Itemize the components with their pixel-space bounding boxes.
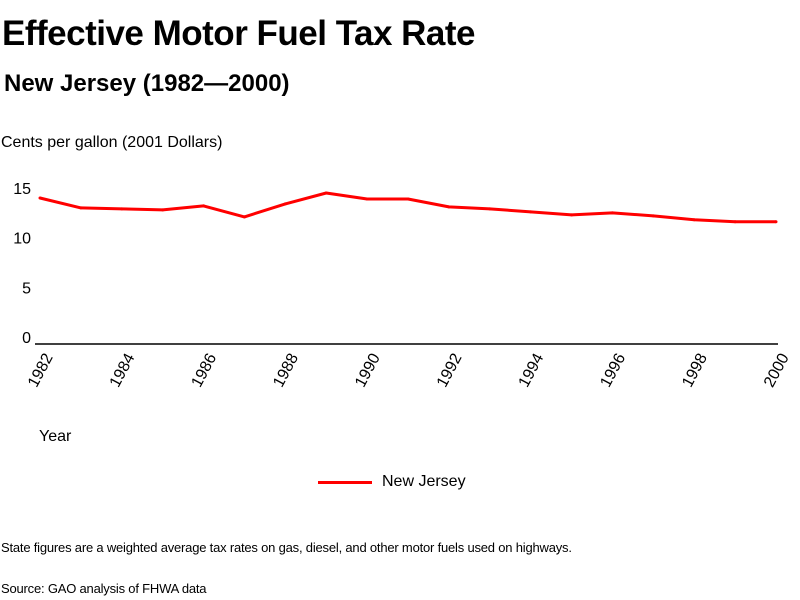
y-tick-label: 10 bbox=[13, 231, 31, 248]
y-axis-ticks: 0 5 10 15 bbox=[13, 181, 31, 347]
source-note: Source: GAO analysis of FHWA data bbox=[1, 581, 207, 596]
data-point bbox=[324, 191, 328, 195]
x-tick-label: 1998 bbox=[679, 351, 711, 390]
y-tick-label: 15 bbox=[13, 181, 31, 198]
y-axis-label: Cents per gallon (2001 Dollars) bbox=[1, 134, 223, 151]
data-point bbox=[283, 202, 287, 206]
data-point bbox=[202, 204, 206, 208]
data-point bbox=[651, 214, 655, 218]
legend: New Jersey bbox=[318, 472, 466, 492]
x-tick-label: 1988 bbox=[270, 351, 302, 390]
legend-label-new-jersey: New Jersey bbox=[382, 473, 466, 490]
y-tick-label: 5 bbox=[22, 280, 31, 297]
data-point bbox=[120, 207, 124, 211]
data-point bbox=[365, 197, 369, 201]
x-tick-label: 2000 bbox=[761, 351, 793, 390]
data-point bbox=[242, 215, 246, 219]
data-point bbox=[774, 220, 778, 224]
data-point bbox=[79, 206, 83, 210]
footnote: State figures are a weighted average tax… bbox=[1, 540, 572, 555]
data-point bbox=[529, 210, 533, 214]
data-point bbox=[570, 213, 574, 217]
data-point bbox=[610, 211, 614, 215]
x-tick-label: 1994 bbox=[516, 351, 548, 390]
x-tick-label: 1992 bbox=[434, 351, 466, 390]
series-line-new-jersey bbox=[39, 191, 776, 224]
y-tick-label: 0 bbox=[22, 330, 31, 347]
chart-subtitle: New Jersey (1982—2000) bbox=[4, 70, 290, 97]
x-axis-ticks: 1982 1984 1986 1988 1990 1992 1994 1996 1998 2000 bbox=[25, 351, 793, 390]
data-point bbox=[38, 196, 42, 200]
data-point bbox=[692, 218, 696, 222]
data-point bbox=[406, 197, 410, 201]
data-point bbox=[161, 208, 165, 212]
data-point bbox=[447, 205, 451, 209]
chart-title: Effective Motor Fuel Tax Rate bbox=[2, 14, 476, 53]
x-axis-label: Year bbox=[39, 428, 72, 445]
x-tick-label: 1990 bbox=[352, 351, 384, 390]
x-tick-label: 1986 bbox=[189, 351, 221, 390]
data-point bbox=[488, 207, 492, 211]
x-tick-label: 1996 bbox=[597, 351, 629, 390]
x-tick-label: 1984 bbox=[107, 351, 139, 390]
data-point bbox=[733, 220, 737, 224]
legend-swatch-new-jersey bbox=[318, 480, 372, 484]
x-tick-label: 1982 bbox=[25, 351, 57, 390]
series-layer bbox=[38, 191, 778, 224]
